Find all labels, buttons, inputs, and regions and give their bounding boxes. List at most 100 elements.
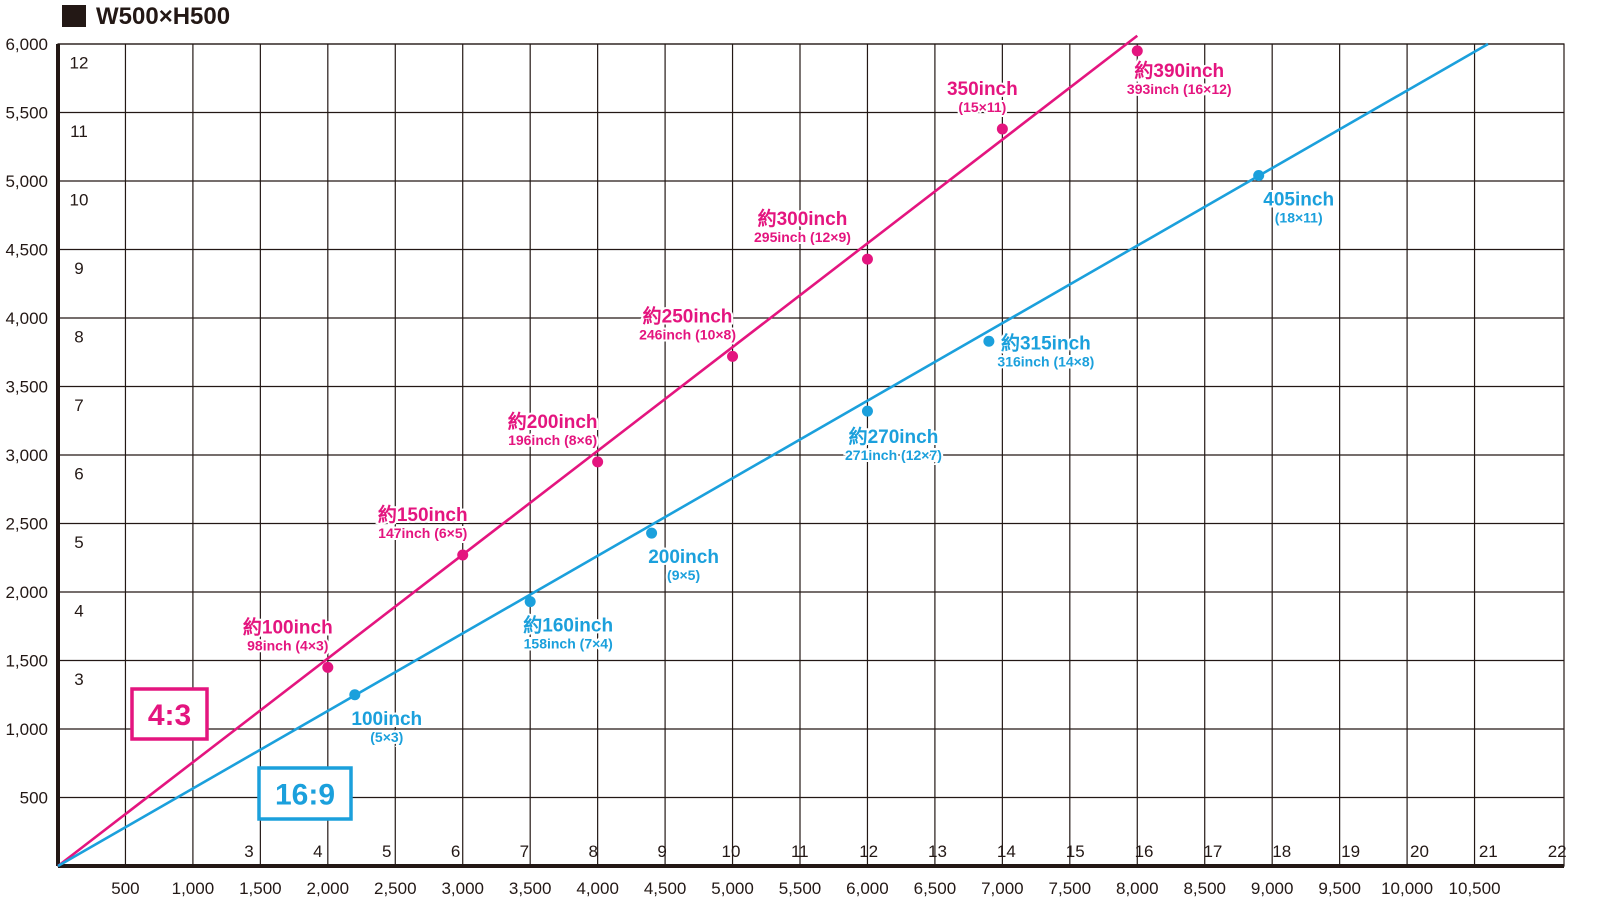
data-point-0-3 [727,350,739,362]
x-panel-label-10: 13 [928,842,947,861]
x-tick-label-16: 8,500 [1183,879,1226,898]
y-panel-label-6: 9 [74,259,83,278]
point-sublabel-1-4: 316inch (14×8) [997,353,1094,369]
x-tick-label-20: 10,500 [1449,879,1501,898]
y-panel-label-0: 3 [74,670,83,689]
x-tick-label-18: 9,500 [1318,879,1361,898]
point-sublabel-1-0: (5×3) [370,729,403,745]
point-label-1-1: 約160inch [523,614,613,637]
data-point-0-6 [1131,45,1143,57]
x-tick-label-13: 7,000 [981,879,1024,898]
x-tick-label-14: 7,500 [1049,879,1092,898]
grid-layer [57,43,1565,867]
legend-box-16-9 [257,766,353,821]
point-label-1-0: 100inch [351,709,422,730]
series-line-16-9 [57,42,1489,868]
x-panel-label-1: 4 [313,842,322,861]
legend-label-4-3: 4:3 [148,699,191,732]
y-panel-label-3: 6 [74,465,83,484]
y-tick-label-5: 3,000 [5,446,48,465]
y-panel-label-5: 8 [74,328,83,347]
legend-box-4-3 [130,687,209,741]
point-sublabel-0-4: 295inch (12×9) [754,229,851,245]
y-tick-label-3: 2,000 [5,583,48,602]
point-label-0-5: 350inch [947,79,1018,100]
x-panel-label-19: 22 [1548,842,1567,861]
y-panel-label-1: 4 [74,602,83,621]
point-sublabel-0-5: (15×11) [958,99,1006,115]
y-tick-label-4: 2,500 [5,515,48,534]
x-panel-label-4: 7 [520,842,529,861]
point-label-1-3: 約270inch [849,425,939,448]
y-tick-label-11: 6,000 [5,35,48,54]
y-panel-label-7: 10 [70,191,89,210]
axis-layer: 500 1,000 1,500 2,000 2,500 3,000 3,500 4,000 4,… [5,35,1566,898]
legend-layer: 4:3 16:9 [130,687,353,821]
x-panel-label-3: 6 [451,842,460,861]
point-label-1-5: 405inch [1263,190,1334,211]
legend-label-16-9: 16:9 [275,779,335,812]
x-panel-label-9: 12 [859,842,878,861]
x-tick-label-17: 9,000 [1251,879,1294,898]
data-point-1-3 [861,405,873,417]
y-panel-label-8: 11 [70,122,88,141]
point-label-1-4: 約315inch [1001,331,1091,354]
x-panel-label-17: 20 [1410,842,1429,861]
point-sublabel-1-5: (18×11) [1275,210,1323,226]
y-tick-label-1: 1,000 [5,720,48,739]
data-point-0-1 [457,549,469,561]
y-tick-label-7: 4,000 [5,309,48,328]
y-tick-label-2: 1,500 [5,652,48,671]
x-tick-label-4: 2,500 [374,879,417,898]
y-panel-label-9: 12 [70,54,89,73]
x-panel-label-16: 19 [1341,842,1360,861]
point-label-0-0: 約100inch [243,615,333,638]
data-point-0-0 [322,661,334,673]
chart-title: W500×H500 [96,3,230,30]
x-panel-label-0: 3 [244,842,253,861]
x-panel-label-6: 9 [657,842,666,861]
point-label-1-2: 200inch [648,547,719,568]
y-tick-label-10: 5,500 [5,104,48,123]
point-label-0-4: 約300inch [758,207,848,230]
title-square-icon [62,5,86,27]
chart-title-group: W500×H500 [62,3,230,30]
data-point-1-4 [983,335,995,347]
x-tick-label-12: 6,500 [914,879,957,898]
y-tick-label-0: 500 [20,789,48,808]
data-point-1-1 [524,596,536,608]
x-panel-label-13: 16 [1135,842,1154,861]
x-panel-label-8: 11 [791,842,809,861]
data-point-0-5 [996,123,1008,135]
x-panel-label-18: 21 [1479,842,1498,861]
x-panel-label-15: 18 [1272,842,1291,861]
point-sublabel-0-1: 147inch (6×5) [378,525,467,541]
point-sublabel-0-3: 246inch (10×8) [639,326,736,342]
point-sublabel-0-6: 393inch (16×12) [1127,81,1232,97]
x-tick-label-9: 5,000 [711,879,754,898]
point-sublabel-0-2: 196inch (8×6) [508,432,597,448]
x-tick-label-11: 6,000 [846,879,889,898]
data-point-1-2 [646,527,658,539]
series-line-4-3 [57,34,1139,868]
y-panel-label-4: 7 [74,396,83,415]
point-label-0-3: 約250inch [643,304,733,327]
x-panel-label-2: 5 [382,842,391,861]
point-sublabel-1-3: 271inch (12×7) [845,447,942,463]
data-point-0-2 [592,456,604,468]
x-tick-label-10: 5,500 [779,879,822,898]
x-panel-label-7: 10 [721,842,740,861]
x-tick-label-15: 8,000 [1116,879,1159,898]
x-tick-label-2: 1,500 [239,879,282,898]
x-panel-label-12: 15 [1066,842,1085,861]
x-tick-label-7: 4,000 [576,879,619,898]
y-tick-label-6: 3,500 [5,378,48,397]
point-label-0-6: 約390inch [1134,59,1224,82]
point-sublabel-1-1: 158inch (7×4) [524,636,613,652]
x-tick-label-3: 2,000 [307,879,350,898]
y-tick-label-8: 4,500 [5,241,48,260]
